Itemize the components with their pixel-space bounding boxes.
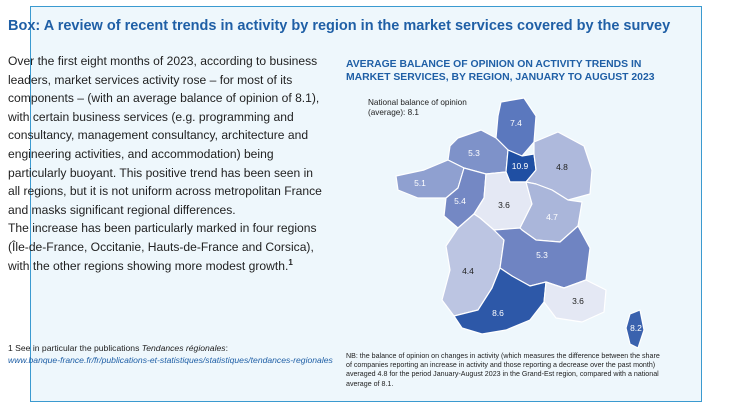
region-corse (625, 309, 645, 349)
footnote-publication-title: Tendances régionales (141, 343, 226, 353)
region-ile-de-france-highlight (508, 158, 532, 172)
value-label-bourgogne-franche-comte: 4.7 (546, 212, 558, 222)
france-region-map: 7.4 5.3 5.1 5.4 4.7 5.3 8.6 8.2 4.8 3.6 … (395, 97, 645, 349)
box-title-lead: Box: (8, 18, 41, 34)
value-label-grand-est: 4.8 (556, 162, 568, 172)
footnote-number: 1 (8, 343, 13, 353)
value-label-auvergne-rhone-alpes: 5.3 (536, 250, 548, 260)
box-title-text: A review of recent trends in activity by… (43, 18, 671, 34)
value-label-corse: 8.2 (630, 323, 642, 333)
footnote-text: See in particular the publications (15, 343, 140, 353)
value-label-pays-de-la-loire: 5.4 (454, 196, 466, 206)
footnote-reference[interactable]: 1 (288, 257, 293, 267)
value-label-hauts-de-france: 7.4 (510, 118, 522, 128)
chart-title: AVERAGE BALANCE OF OPINION ON ACTIVITY T… (346, 59, 655, 84)
box-title: Box: A review of recent trends in activi… (8, 18, 670, 34)
body-paragraph-1: Over the first eight months of 2023, acc… (8, 54, 322, 217)
chart-note: NB: the balance of opinion on changes in… (346, 352, 660, 388)
body-paragraph-2: The increase has been particularly marke… (8, 221, 317, 273)
value-label-bretagne: 5.1 (414, 178, 426, 188)
value-label-centre-val-de-loire: 3.6 (498, 200, 510, 210)
footnote: 1 See in particular the publications Ten… (8, 343, 333, 365)
footnote-link[interactable]: www.banque-france.fr/fr/publications-et-… (8, 355, 333, 365)
national-average-label: National balance of opinion (average): 8… (368, 98, 467, 117)
value-label-provence-alpes-cote-d-azur: 3.6 (572, 296, 584, 306)
region-provence-alpes-cote-d-azur (543, 279, 607, 323)
value-label-occitanie: 8.6 (492, 308, 504, 318)
value-label-ile-de-france: 10.9 (512, 161, 529, 171)
value-label-nouvelle-aquitaine: 4.4 (462, 266, 474, 276)
body-text: Over the first eight months of 2023, acc… (8, 52, 326, 275)
box-frame (30, 6, 702, 402)
value-label-normandie: 5.3 (468, 148, 480, 158)
